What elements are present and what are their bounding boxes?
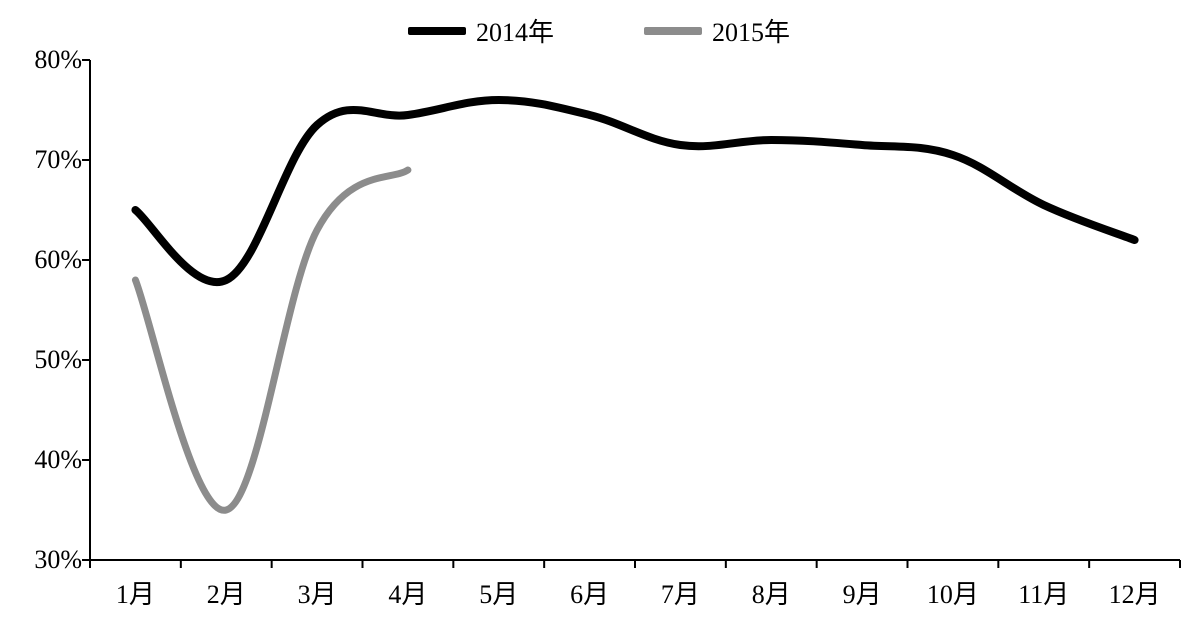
legend-label-2015: 2015年 xyxy=(712,12,790,49)
legend-label-2014: 2014年 xyxy=(476,12,554,49)
legend-item-2014: 2014年 xyxy=(408,12,554,49)
x-cat-4: 5月 xyxy=(469,574,529,611)
x-cat-11: 12月 xyxy=(1105,574,1165,611)
y-tick-4: 70% xyxy=(22,145,82,175)
x-tick-marks xyxy=(90,560,1180,568)
legend-swatch-2014 xyxy=(408,27,466,35)
x-cat-8: 9月 xyxy=(832,574,892,611)
x-cat-9: 10月 xyxy=(923,574,983,611)
x-cat-5: 6月 xyxy=(560,574,620,611)
series-2014 xyxy=(135,100,1134,282)
chart-svg xyxy=(0,0,1198,618)
chart-container: 2014年 2015年 30% 40% 50% 60% 70% 80% 1月 2… xyxy=(0,0,1198,618)
legend-item-2015: 2015年 xyxy=(644,12,790,49)
y-tick-5: 80% xyxy=(22,45,82,75)
x-cat-1: 2月 xyxy=(196,574,256,611)
x-cat-3: 4月 xyxy=(378,574,438,611)
y-tick-2: 50% xyxy=(22,345,82,375)
x-cat-6: 7月 xyxy=(650,574,710,611)
x-cat-2: 3月 xyxy=(287,574,347,611)
y-tick-1: 40% xyxy=(22,445,82,475)
legend-swatch-2015 xyxy=(644,27,702,35)
x-cat-10: 11月 xyxy=(1014,574,1074,611)
series-2015 xyxy=(135,170,408,510)
y-tick-0: 30% xyxy=(22,545,82,575)
x-cat-7: 8月 xyxy=(741,574,801,611)
legend: 2014年 2015年 xyxy=(0,12,1198,49)
y-tick-marks xyxy=(82,60,90,560)
y-tick-3: 60% xyxy=(22,245,82,275)
x-cat-0: 1月 xyxy=(105,574,165,611)
